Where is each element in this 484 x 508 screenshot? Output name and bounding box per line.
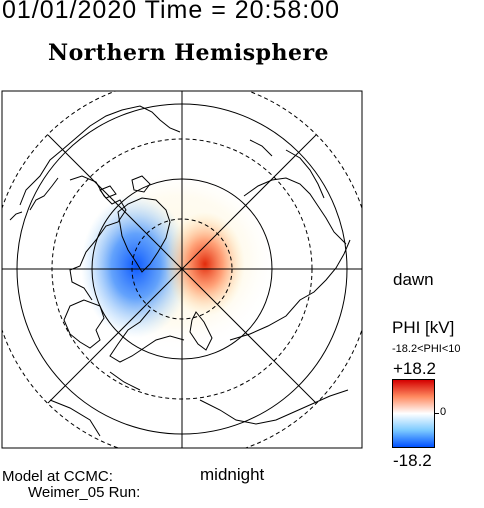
run-label: Weimer_05 Run: [28, 484, 141, 501]
colorbar-min-label: -18.2 [393, 451, 432, 470]
coast-europe [109, 309, 185, 363]
model-label: Model at CCMC: [2, 468, 113, 485]
colorbar-zero-label: 0 [440, 406, 447, 418]
coast-africa-edge [49, 371, 141, 437]
potential-pattern [78, 168, 278, 352]
date-time-header: 01/01/2020 Time = 20:58:00 [2, 0, 341, 24]
coast-arctic-islands [99, 175, 151, 199]
negative-cell [81, 194, 191, 338]
colorbar-range: -18.2<PHI<10 [392, 343, 461, 355]
coast-scandinavia [189, 311, 213, 351]
colorbar [392, 379, 435, 448]
coast-greenland [117, 197, 171, 273]
coast-north-america-west [19, 105, 181, 206]
coast-hudson-bay [63, 299, 105, 349]
colorbar-title: PHI [kV] [392, 318, 455, 337]
coast-asia-south [199, 389, 349, 425]
coast-alaska-islands [9, 177, 59, 221]
coast-russia-east [243, 177, 347, 245]
midnight-label: midnight [200, 465, 265, 484]
colorbar-zero-tick [435, 413, 439, 414]
polar-potential-map [1, 90, 363, 449]
meridian-diagonal-2 [47, 134, 317, 404]
dawn-label: dawn [393, 270, 434, 289]
plot-title: Northern Hemisphere [48, 40, 330, 66]
coast-siberia [229, 239, 351, 341]
colorbar-max-label: +18.2 [393, 359, 437, 378]
positive-cell [165, 212, 245, 316]
coast-canada-arctic [69, 175, 127, 301]
meridian-lines [2, 91, 362, 448]
